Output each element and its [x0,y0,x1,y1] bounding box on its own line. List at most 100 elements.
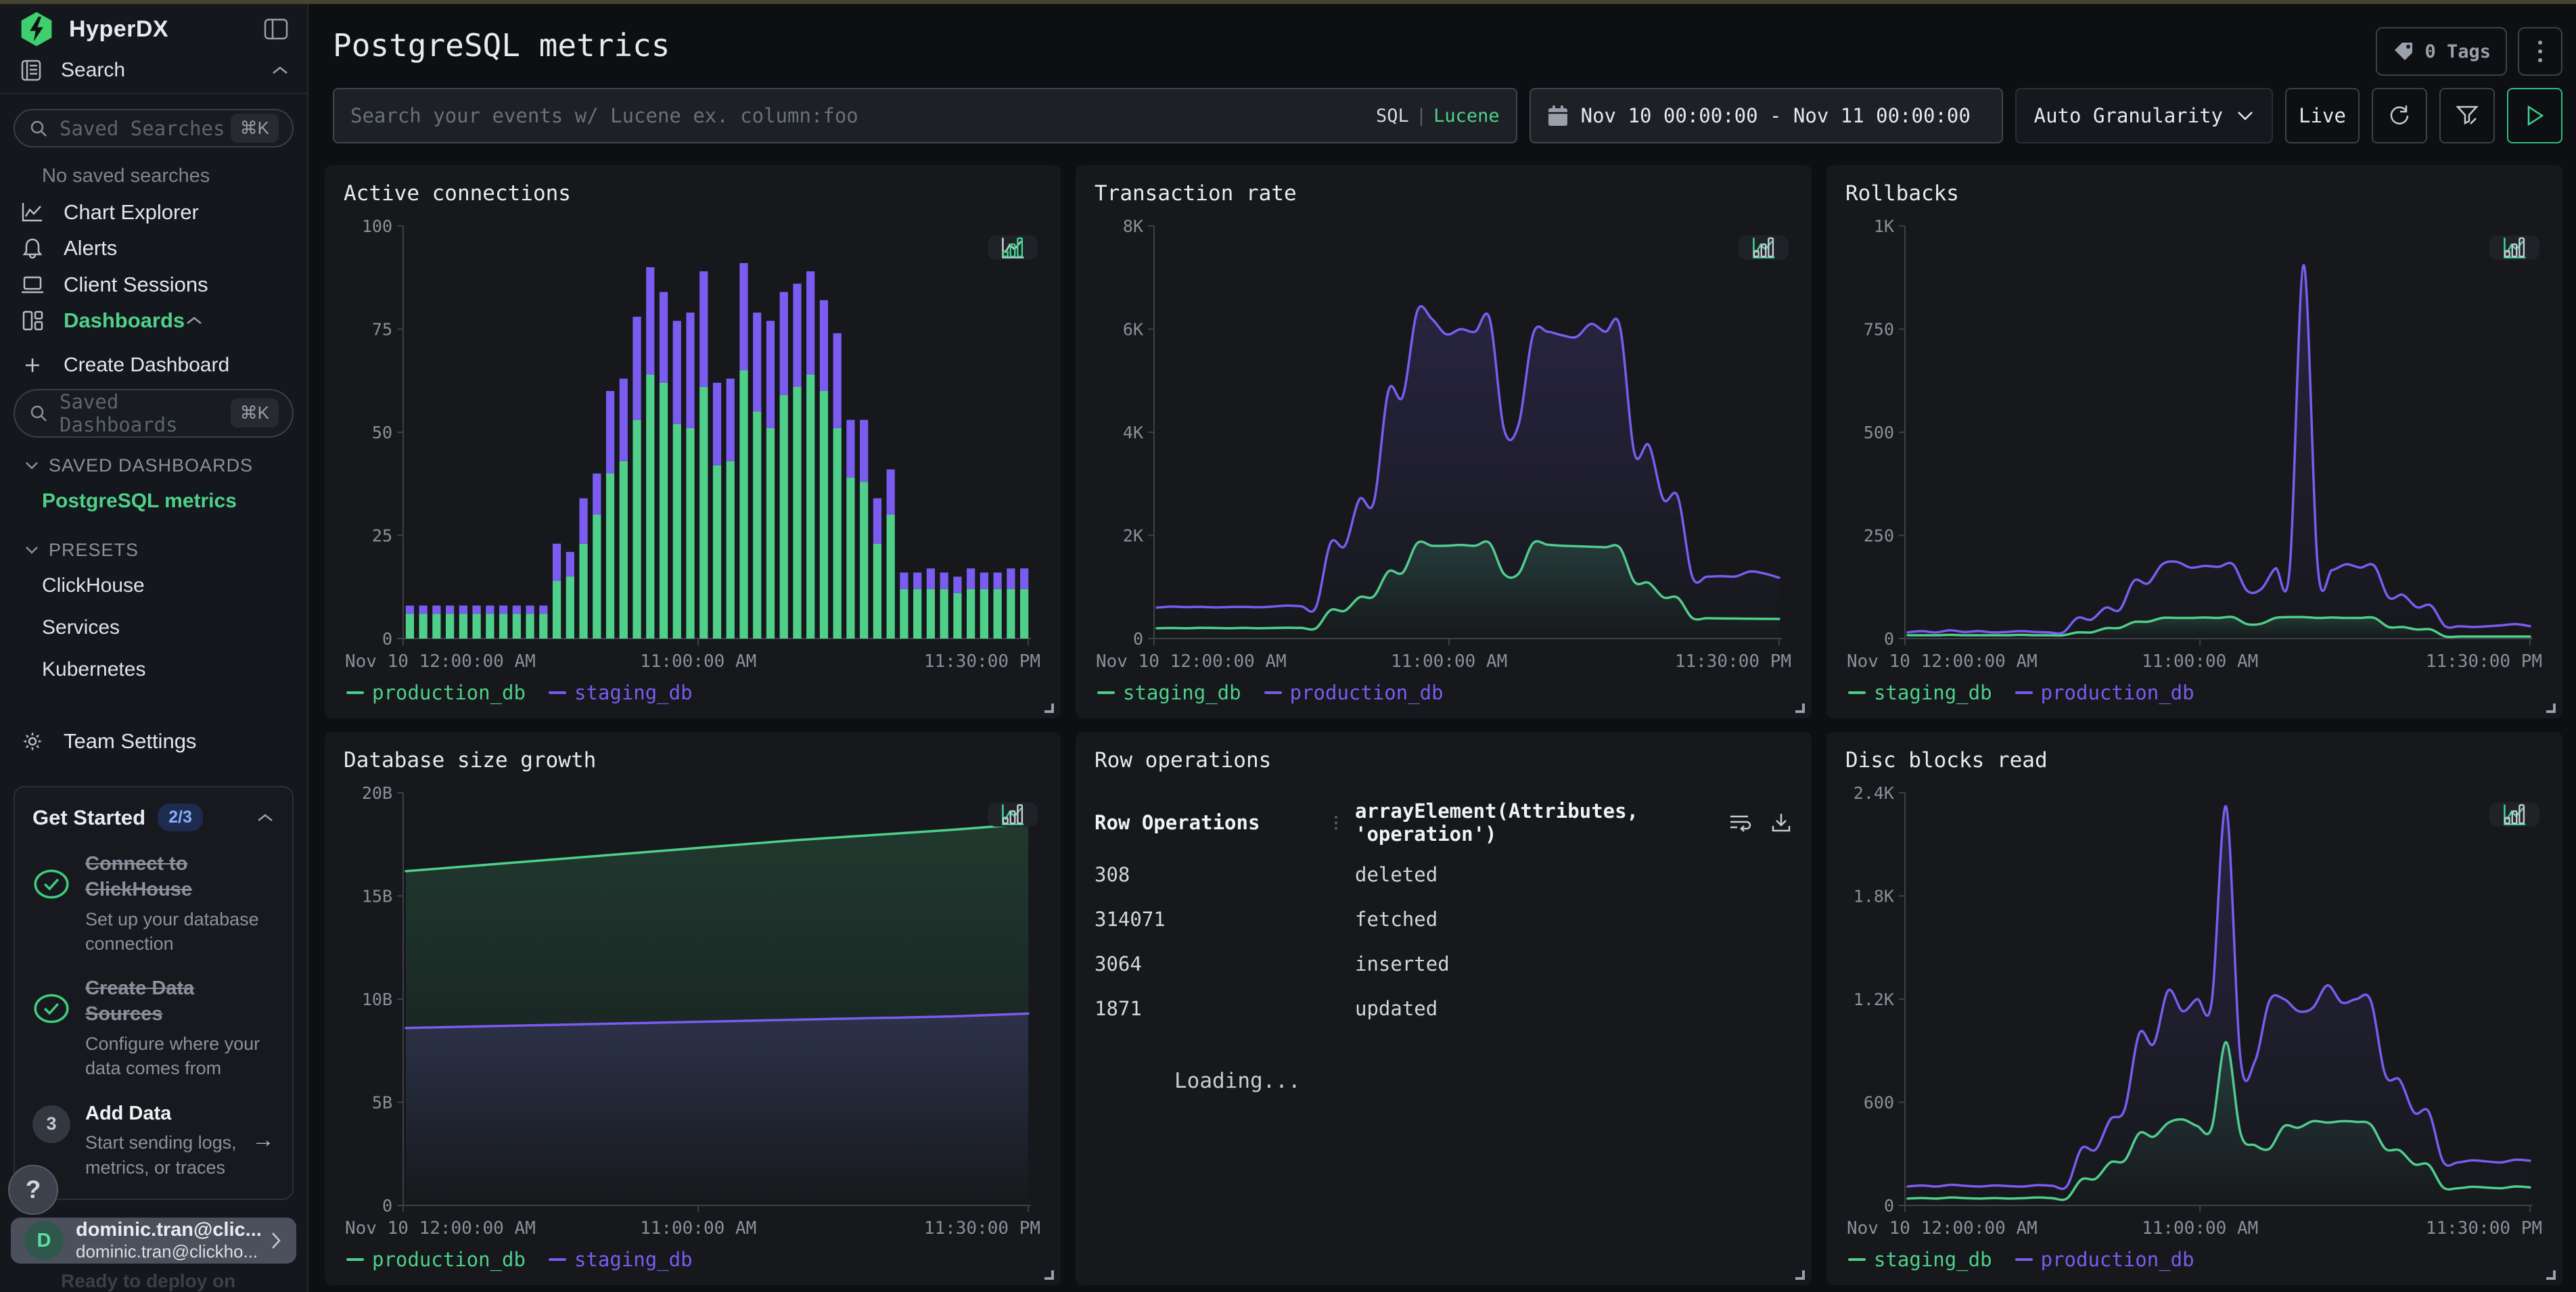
sidebar-collapse-icon[interactable] [262,16,290,43]
chart-legend: production_db staging_db [344,676,1042,709]
download-icon[interactable] [1770,811,1793,834]
get-started-item-sources[interactable]: Create Data Sources Configure where your… [32,976,275,1080]
column-resize-handle[interactable]: ⋮ [1328,813,1344,832]
panel-title: Row operations [1095,748,1793,772]
search-icon [28,118,49,139]
panel-resize-handle[interactable] [1795,1270,1805,1280]
sidebar-preset-clickhouse[interactable]: ClickHouse [0,565,307,607]
section-label: PRESETS [49,540,139,561]
get-started-header[interactable]: Get Started 2/3 [32,804,275,831]
live-button[interactable]: Live [2285,88,2360,143]
avatar: D [24,1221,64,1260]
sidebar-item-chart-explorer[interactable]: Chart Explorer [0,194,307,230]
legend-item[interactable]: production_db [346,1248,526,1271]
sidebar-item-client-sessions[interactable]: Client Sessions [0,267,307,302]
chevron-up-icon [185,315,204,327]
svg-text:8K: 8K [1123,216,1143,236]
chevron-right-icon [269,1230,283,1251]
svg-text:500: 500 [1864,423,1894,442]
plus-icon [18,356,47,375]
sidebar-item-alerts[interactable]: Alerts [0,231,307,267]
panel-active-connections: Active connections 0255075100Nov 10 12:0… [325,165,1061,718]
sidebar-preset-services[interactable]: Services [0,607,307,649]
saved-dashboards-section-toggle[interactable]: SAVED DASHBOARDS [0,438,307,480]
legend-item[interactable]: staging_db [1848,681,1992,704]
legend-item[interactable]: production_db [2015,1248,2194,1271]
no-saved-searches-label: No saved searches [0,147,307,194]
legend-item[interactable]: production_db [346,681,526,704]
check-circle-icon [32,865,70,903]
chart-legend: production_db staging_db [344,1243,1042,1276]
legend-item[interactable]: production_db [1264,681,1444,704]
sidebar-item-label: Chart Explorer [64,200,199,225]
calendar-icon [1547,104,1569,127]
svg-text:100: 100 [362,216,392,236]
svg-text:0: 0 [382,1196,392,1216]
svg-text:4K: 4K [1123,423,1143,442]
sidebar-preset-kubernetes[interactable]: Kubernetes [0,649,307,691]
journal-icon [18,59,45,82]
chart-view-toggle [988,235,1038,260]
gear-icon [18,730,47,753]
panel-resize-handle[interactable] [1044,1270,1054,1280]
svg-text:Nov 10 12:00:00 AM: Nov 10 12:00:00 AM [345,651,536,672]
svg-text:50: 50 [372,423,392,442]
panel-resize-handle[interactable] [2546,1270,2556,1280]
svg-text:11:30:00 PM: 11:30:00 PM [1675,651,1791,672]
panel-resize-handle[interactable] [1044,703,1054,713]
saved-dashboards-input[interactable]: Saved Dashboards ⌘K [14,389,294,438]
legend-item[interactable]: staging_db [1848,1248,1992,1271]
legend-item[interactable]: staging_db [1097,681,1241,704]
svg-text:11:30:00 PM: 11:30:00 PM [2426,651,2542,672]
panel-resize-handle[interactable] [2546,703,2556,713]
saved-searches-input[interactable]: Saved Searches ⌘K [14,109,294,147]
sidebar-dashboard-postgresql-metrics[interactable]: PostgreSQL metrics [0,480,307,522]
date-range-picker[interactable]: Nov 10 00:00:00 - Nov 11 00:00:00 [1530,88,2003,143]
query-language-toggle[interactable]: SQL|Lucene [1376,106,1500,126]
refresh-button[interactable] [2372,88,2427,143]
lucene-option[interactable]: Lucene [1433,106,1500,126]
top-environment-strip [0,0,2576,4]
line-chart-icon [18,202,47,223]
chart-view-toggle [1739,235,1789,260]
sidebar-item-label: Search [61,59,271,82]
chevron-down-icon [24,545,39,555]
table-column-header[interactable]: Row Operations [1095,811,1328,834]
tags-button[interactable]: 0 Tags [2376,27,2507,76]
step-desc: Configure where your data comes from [85,1032,275,1081]
get-started-item-connect[interactable]: Connect to ClickHouse Set up your databa… [32,852,275,956]
presets-section-toggle[interactable]: PRESETS [0,522,307,565]
sidebar-item-dashboards[interactable]: Dashboards [0,302,307,338]
table-column-header[interactable]: arrayElement(Attributes, 'operation') [1355,800,1728,846]
logo-row: HyperDX [0,4,307,55]
wrap-lines-icon[interactable] [1728,811,1752,834]
user-email: dominic.tran@clickho... [76,1241,264,1262]
svg-text:2K: 2K [1123,526,1143,546]
help-button[interactable]: ? [8,1165,58,1215]
step-title: Connect to ClickHouse [85,852,254,902]
panel-menu-button[interactable] [2518,27,2562,76]
user-account-chip[interactable]: D dominic.tran@clic... dominic.tran@clic… [11,1218,296,1264]
svg-text:11:00:00 AM: 11:00:00 AM [1391,651,1507,672]
create-dashboard-button[interactable]: Create Dashboard [0,350,307,381]
granularity-select[interactable]: Auto Granularity [2015,88,2273,143]
run-query-button[interactable] [2507,88,2562,143]
granularity-value: Auto Granularity [2034,104,2223,127]
sidebar-item-label: Client Sessions [64,273,208,297]
filter-button[interactable] [2439,88,2495,143]
event-search-input[interactable]: Search your events w/ Lucene ex. column:… [333,88,1517,143]
chart-legend: staging_db production_db [1845,676,2544,709]
chevron-down-icon [24,461,39,470]
sql-option[interactable]: SQL [1376,106,1409,126]
search-icon [28,403,49,423]
legend-item[interactable]: production_db [2015,681,2194,704]
brand-title: HyperDX [69,16,262,43]
sidebar-item-team-settings[interactable]: Team Settings [0,723,307,759]
get-started-item-add-data[interactable]: 3 Add Data Start sending logs, metrics, … [32,1101,275,1180]
sidebar-item-search[interactable]: Search [0,55,307,86]
legend-item[interactable]: staging_db [549,1248,693,1271]
legend-item[interactable]: staging_db [549,681,693,704]
svg-text:11:00:00 AM: 11:00:00 AM [2142,651,2258,672]
panel-resize-handle[interactable] [1795,703,1805,713]
panel-title: Rollbacks [1845,181,2544,206]
